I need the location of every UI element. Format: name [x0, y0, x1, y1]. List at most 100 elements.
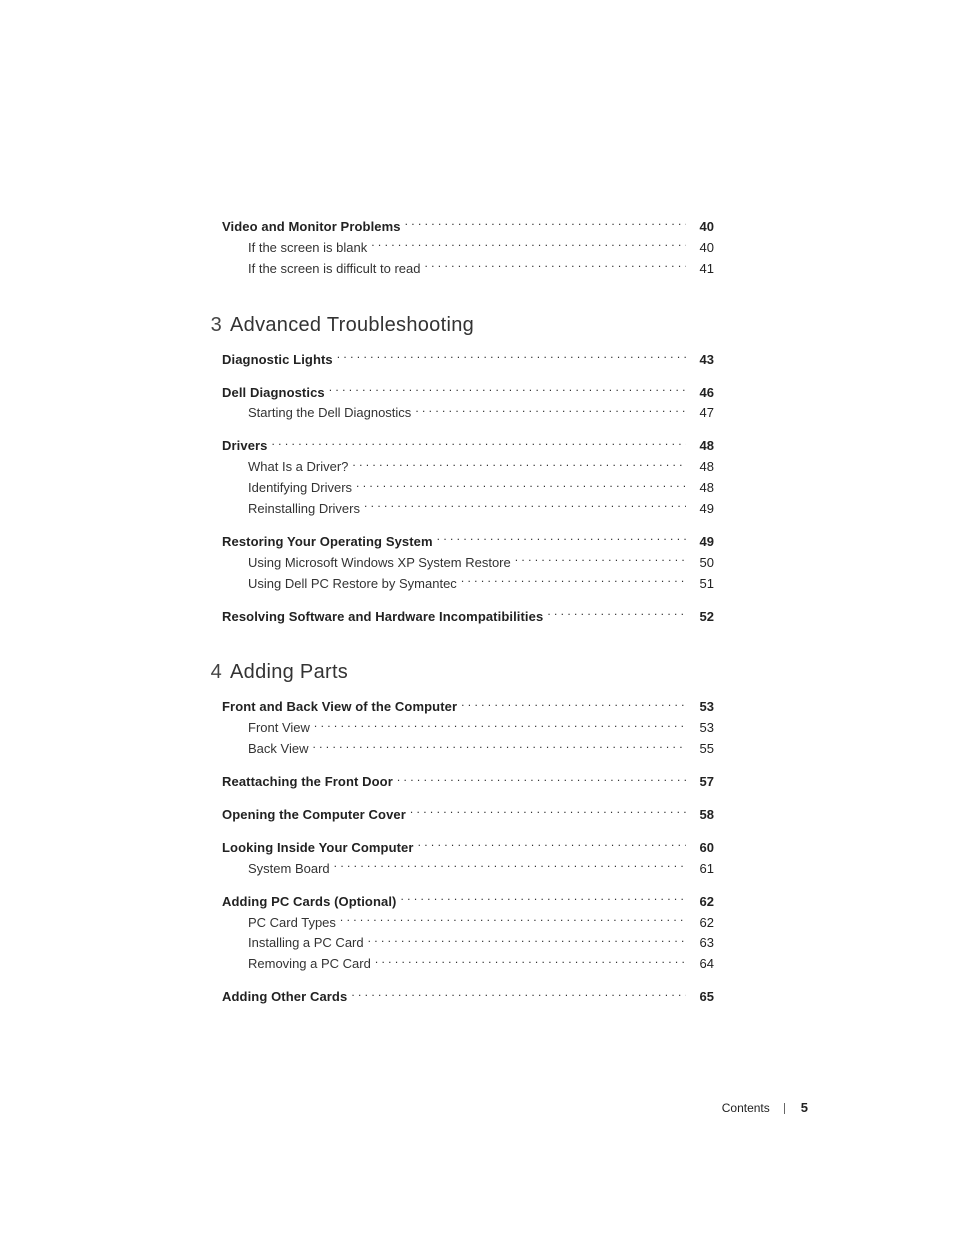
toc-gap: [188, 372, 714, 384]
toc-leader-dots: [515, 554, 686, 567]
toc-entry-label: Adding Other Cards: [222, 989, 347, 1006]
toc-entry-page: 57: [690, 774, 714, 791]
toc-entry-page: 62: [690, 915, 714, 932]
toc-entry-section[interactable]: Reattaching the Front Door 57: [188, 773, 714, 791]
toc-entry-section[interactable]: Video and Monitor Problems40: [188, 218, 714, 236]
toc-entry-label: Using Microsoft Windows XP System Restor…: [248, 555, 511, 572]
toc-entry-section[interactable]: Resolving Software and Hardware Incompat…: [188, 608, 714, 626]
toc-entry-page: 52: [690, 609, 714, 626]
toc-entry-page: 55: [690, 741, 714, 758]
toc-leader-dots: [424, 260, 686, 273]
toc-chapter-header[interactable]: 3Advanced Troubleshooting: [188, 314, 714, 337]
toc-entry-page: 49: [690, 501, 714, 518]
toc-leader-dots: [405, 218, 686, 231]
toc-entry-label: Adding PC Cards (Optional): [222, 894, 396, 911]
toc-gap: [188, 794, 714, 806]
toc-leader-dots: [461, 698, 686, 711]
toc-entry-subsection[interactable]: Using Microsoft Windows XP System Restor…: [188, 554, 714, 572]
toc-entry-label: If the screen is difficult to read: [248, 261, 420, 278]
toc-entry-subsection[interactable]: Reinstalling Drivers 49: [188, 500, 714, 518]
table-of-contents: Video and Monitor Problems40If the scree…: [188, 218, 714, 1009]
toc-entry-label: Reinstalling Drivers: [248, 501, 360, 518]
toc-entry-subsection[interactable]: Installing a PC Card63: [188, 934, 714, 952]
toc-entry-page: 51: [690, 576, 714, 593]
toc-entry-section[interactable]: Restoring Your Operating System 49: [188, 533, 714, 551]
toc-leader-dots: [418, 839, 686, 852]
toc-entry-page: 48: [690, 459, 714, 476]
toc-gap: [188, 827, 714, 839]
toc-entry-label: Looking Inside Your Computer: [222, 840, 414, 857]
toc-entry-label: Drivers: [222, 438, 268, 455]
toc-leader-dots: [314, 719, 686, 732]
toc-gap: [188, 976, 714, 988]
toc-entry-section[interactable]: Opening the Computer Cover 58: [188, 806, 714, 824]
toc-entry-page: 61: [690, 861, 714, 878]
toc-leader-dots: [334, 860, 686, 873]
toc-entry-label: Front and Back View of the Computer: [222, 699, 457, 716]
toc-entry-page: 47: [690, 405, 714, 422]
toc-entry-section[interactable]: Diagnostic Lights 43: [188, 351, 714, 369]
toc-chapter-number: 4: [188, 661, 230, 684]
toc-entry-label: PC Card Types: [248, 915, 336, 932]
toc-entry-label: Installing a PC Card: [248, 935, 364, 952]
toc-leader-dots: [272, 437, 686, 450]
toc-entry-subsection[interactable]: Back View 55: [188, 740, 714, 758]
toc-entry-label: Diagnostic Lights: [222, 352, 333, 369]
toc-entry-page: 46: [690, 385, 714, 402]
toc-entry-subsection[interactable]: Removing a PC Card64: [188, 955, 714, 973]
footer-section-label: Contents: [722, 1101, 770, 1115]
toc-entry-page: 50: [690, 555, 714, 572]
toc-leader-dots: [410, 806, 686, 819]
page-footer: Contents 5: [722, 1100, 808, 1115]
toc-leader-dots: [364, 500, 686, 513]
toc-entry-label: Video and Monitor Problems: [222, 219, 401, 236]
toc-entry-label: If the screen is blank: [248, 240, 367, 257]
toc-leader-dots: [375, 955, 686, 968]
footer-divider: [784, 1103, 785, 1114]
toc-leader-dots: [356, 479, 686, 492]
toc-entry-label: What Is a Driver?: [248, 459, 348, 476]
toc-entry-section[interactable]: Front and Back View of the Computer53: [188, 698, 714, 716]
toc-entry-label: System Board: [248, 861, 330, 878]
toc-entry-subsection[interactable]: Using Dell PC Restore by Symantec 51: [188, 575, 714, 593]
toc-entry-section[interactable]: Drivers48: [188, 437, 714, 455]
toc-entry-page: 49: [690, 534, 714, 551]
toc-entry-page: 40: [690, 240, 714, 257]
toc-entry-page: 60: [690, 840, 714, 857]
toc-leader-dots: [547, 608, 686, 621]
toc-leader-dots: [437, 533, 686, 546]
toc-gap: [188, 761, 714, 773]
toc-entry-subsection[interactable]: Starting the Dell Diagnostics 47: [188, 404, 714, 422]
toc-chapter-number: 3: [188, 314, 230, 337]
toc-entry-label: Reattaching the Front Door: [222, 774, 393, 791]
toc-entry-page: 53: [690, 720, 714, 737]
toc-entry-label: Opening the Computer Cover: [222, 807, 406, 824]
toc-chapter-title: Advanced Troubleshooting: [230, 314, 474, 337]
toc-entry-section[interactable]: Adding PC Cards (Optional) 62: [188, 893, 714, 911]
toc-entry-label: Back View: [248, 741, 308, 758]
toc-entry-subsection[interactable]: If the screen is blank 40: [188, 239, 714, 257]
toc-entry-section[interactable]: Looking Inside Your Computer 60: [188, 839, 714, 857]
toc-leader-dots: [461, 575, 686, 588]
toc-entry-section[interactable]: Dell Diagnostics46: [188, 384, 714, 402]
toc-entry-section[interactable]: Adding Other Cards 65: [188, 988, 714, 1006]
toc-entry-page: 65: [690, 989, 714, 1006]
toc-entry-subsection[interactable]: System Board 61: [188, 860, 714, 878]
toc-entry-page: 62: [690, 894, 714, 911]
toc-leader-dots: [415, 404, 686, 417]
toc-leader-dots: [351, 988, 686, 1001]
toc-entry-label: Restoring Your Operating System: [222, 534, 433, 551]
toc-entry-subsection[interactable]: Identifying Drivers48: [188, 479, 714, 497]
toc-entry-label: Using Dell PC Restore by Symantec: [248, 576, 457, 593]
toc-entry-page: 43: [690, 352, 714, 369]
toc-entry-subsection[interactable]: Front View53: [188, 719, 714, 737]
toc-entry-label: Starting the Dell Diagnostics: [248, 405, 411, 422]
toc-gap: [188, 596, 714, 608]
toc-entry-subsection[interactable]: If the screen is difficult to read41: [188, 260, 714, 278]
toc-entry-subsection[interactable]: PC Card Types 62: [188, 914, 714, 932]
toc-chapter-header[interactable]: 4Adding Parts: [188, 661, 714, 684]
toc-entry-page: 64: [690, 956, 714, 973]
toc-entry-subsection[interactable]: What Is a Driver? 48: [188, 458, 714, 476]
toc-gap: [188, 425, 714, 437]
toc-entry-page: 58: [690, 807, 714, 824]
